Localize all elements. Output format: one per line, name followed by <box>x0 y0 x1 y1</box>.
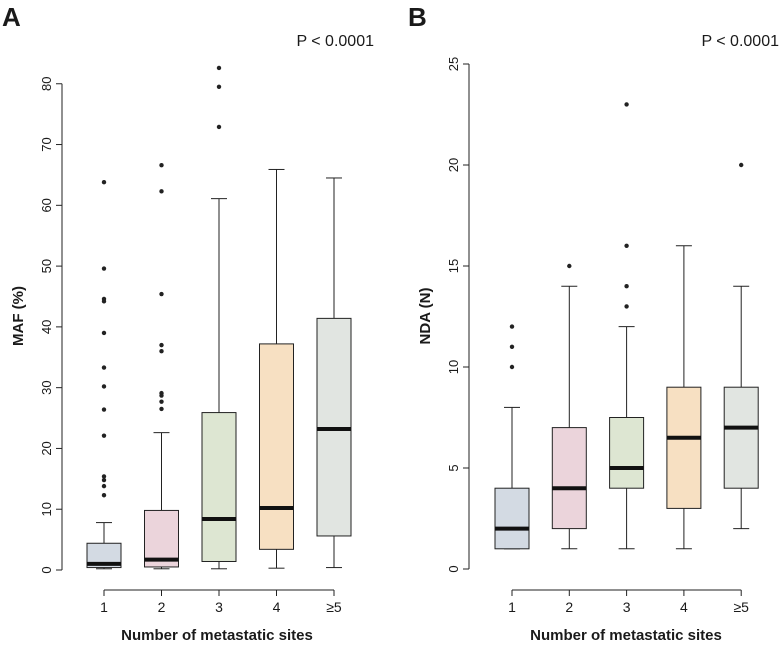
panel-a-x-tick-label: 3 <box>215 599 223 615</box>
iqr-box <box>201 412 237 562</box>
panel-a-plot: 0 10 20 30 40 50 60 70 80 1 2 3 4 ≥5 <box>39 65 352 615</box>
panel-a-x-tick-label: 2 <box>158 599 166 615</box>
panel-b-p-value: P < 0.0001 <box>701 33 779 50</box>
panel-b-box-4 <box>666 245 702 550</box>
panel-b-x-axis-title: Number of metastatic sites <box>530 627 722 644</box>
outlier-point <box>101 474 107 479</box>
panel-a-y-tick-label: 30 <box>39 380 54 394</box>
outlier-point <box>101 493 107 498</box>
outlier-point <box>216 65 222 71</box>
panel-a-label: A <box>2 2 21 32</box>
panel-a-box-1 <box>86 180 122 570</box>
outlier-point <box>101 296 107 302</box>
outlier-point <box>101 384 107 389</box>
outlier-point <box>101 477 107 483</box>
panel-a-y-tick-label: 50 <box>39 259 54 273</box>
outlier-point <box>509 344 515 349</box>
iqr-box <box>144 509 179 568</box>
panel-b-y-axis-title: NDA (N) <box>417 288 434 345</box>
panel-a-y-tick-label: 70 <box>39 137 54 151</box>
panel-b-x-tick-label: 2 <box>565 599 573 615</box>
panel-a-x-tick-label: 4 <box>273 599 281 615</box>
panel-b-box-3 <box>609 102 645 550</box>
panel-a-y-tick-label: 40 <box>39 320 54 334</box>
iqr-box <box>259 343 294 550</box>
iqr-box <box>494 487 530 550</box>
panel-a-box-5 <box>316 177 352 569</box>
outlier-point <box>509 364 515 370</box>
outlier-point <box>159 348 164 354</box>
outlier-point <box>624 243 629 248</box>
outlier-point <box>159 163 164 168</box>
panel-b-x-tick-label: 1 <box>508 599 516 615</box>
panel-a-y-tick-label: 60 <box>39 198 54 212</box>
outlier-point <box>159 342 164 348</box>
outlier-point <box>739 162 744 168</box>
panel-b-box-2 <box>551 263 587 550</box>
outlier-point <box>216 84 222 89</box>
panel-a-x-tick-label: 1 <box>100 599 108 615</box>
outlier-point <box>159 406 164 412</box>
outlier-point <box>159 291 164 297</box>
panel-a-y-tick-label: 10 <box>39 502 54 516</box>
panel-b-y-tick-label: 10 <box>446 360 461 374</box>
outlier-point <box>101 407 107 412</box>
panel-b-plot: 0 5 10 15 20 25 1 2 3 4 ≥5 <box>446 57 759 615</box>
panel-b-box-1 <box>494 324 530 550</box>
panel-b-label: B <box>408 2 427 32</box>
panel-b-box-5 <box>723 162 759 530</box>
iqr-box <box>609 417 645 489</box>
outlier-point <box>101 433 107 438</box>
iqr-box <box>551 427 587 530</box>
panel-a-box-4 <box>259 168 294 569</box>
outlier-point <box>159 390 164 396</box>
panel-a-y-tick-label: 0 <box>39 566 54 573</box>
outlier-point <box>509 324 515 329</box>
outlier-point <box>624 304 629 309</box>
panel-b-x-tick-label: 3 <box>623 599 631 615</box>
outlier-point <box>624 284 629 289</box>
panel-a-box-3 <box>201 65 237 570</box>
panel-b-y-tick-label: 20 <box>446 158 461 172</box>
iqr-box <box>723 386 759 489</box>
panel-a-x-axis-title: Number of metastatic sites <box>121 627 313 644</box>
outlier-point <box>101 266 107 271</box>
panel-b-y-tick-label: 25 <box>446 57 461 71</box>
panel-b-y-tick-label: 15 <box>446 259 461 273</box>
outlier-point <box>159 399 164 404</box>
panel-a-box-2 <box>144 163 179 570</box>
outlier-point <box>101 330 107 336</box>
outlier-point <box>101 365 107 370</box>
outlier-point <box>624 102 629 107</box>
panel-a-p-value: P < 0.0001 <box>296 33 374 50</box>
outlier-point <box>216 124 222 130</box>
panel-a-x-tick-label: ≥5 <box>326 599 342 615</box>
panel-b-y-tick-label: 5 <box>446 464 461 471</box>
panel-b-x-tick-label: 4 <box>680 599 688 615</box>
panel-b-y-tick-label: 0 <box>446 565 461 572</box>
panel-a-y-axis-title: MAF (%) <box>10 286 27 346</box>
panel-a-y-tick-label: 80 <box>39 77 54 91</box>
outlier-point <box>567 263 572 269</box>
panel-a-y-tick-label: 20 <box>39 441 54 455</box>
outlier-point <box>101 180 107 185</box>
panel-b-x-tick-label: ≥5 <box>733 599 749 615</box>
iqr-box <box>666 386 702 509</box>
outlier-point <box>159 189 164 194</box>
outlier-point <box>101 483 107 489</box>
